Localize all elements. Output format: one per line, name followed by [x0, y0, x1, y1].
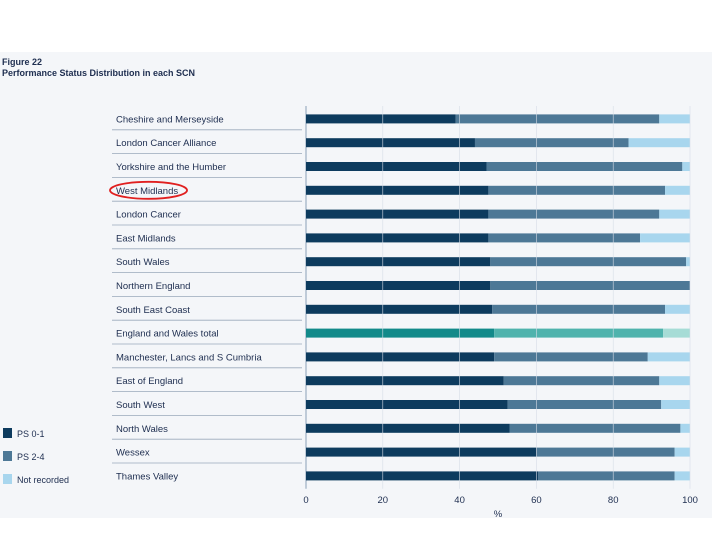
figure-number: Figure 22 — [2, 57, 43, 67]
bar-segment — [474, 138, 629, 148]
bar-segment — [538, 471, 675, 481]
bar-segment — [659, 209, 690, 219]
bar-segment — [665, 304, 690, 314]
bar-segment — [682, 162, 690, 171]
bar-segment — [659, 114, 690, 124]
category-label: Thames Valley — [116, 471, 178, 482]
category-label: London Cancer — [116, 210, 181, 221]
category-label: Northern England — [116, 281, 190, 292]
bar-segment — [306, 114, 456, 124]
bar-segment — [663, 328, 690, 338]
bar-segment — [306, 423, 510, 433]
bar-segment — [640, 233, 690, 243]
bar-segment — [306, 233, 489, 243]
bar-segment — [674, 447, 690, 457]
bar-segment — [628, 138, 690, 148]
bar-segment — [661, 400, 690, 409]
legend-label: Not recorded — [17, 475, 69, 485]
bar-segment — [680, 423, 690, 433]
x-tick-label: 100 — [682, 495, 698, 506]
category-label: London Cancer Alliance — [116, 138, 216, 149]
figure-title-block: Figure 22 Performance Status Distributio… — [2, 57, 195, 79]
bar-segment — [488, 233, 641, 243]
bar-segment — [488, 185, 666, 195]
annotation-circle — [109, 180, 188, 200]
bar-segment — [490, 257, 687, 267]
category-label: West Midlands — [116, 186, 178, 197]
bar-segment — [647, 352, 690, 362]
category-label: Yorkshire and the Humber — [116, 162, 226, 173]
category-label: South West — [116, 400, 165, 411]
bar-segment — [306, 447, 537, 457]
category-label: North Wales — [116, 424, 168, 435]
category-label: Wessex — [116, 448, 150, 459]
bar-segment — [536, 447, 675, 457]
figure-title: Performance Status Distribution in each … — [2, 68, 196, 78]
bar-segment — [306, 257, 491, 267]
bar-segment — [503, 376, 660, 386]
x-tick-label: 80 — [608, 495, 619, 506]
bar-segment — [659, 376, 690, 386]
bar-segment — [494, 352, 648, 362]
category-label: South Wales — [116, 257, 170, 268]
bar-segment — [674, 471, 690, 481]
legend-swatch — [3, 451, 12, 461]
bar-segment — [686, 257, 690, 267]
legend-label: PS 0-1 — [17, 429, 45, 439]
x-axis-label: % — [494, 509, 503, 520]
bar-segment — [306, 400, 508, 409]
legend-label: PS 2-4 — [17, 452, 45, 462]
bar-segment — [492, 304, 666, 314]
bar-segment — [306, 352, 495, 362]
bar-segment — [306, 328, 495, 338]
bar-segment — [306, 376, 504, 386]
bar-segment — [490, 281, 690, 290]
bar-segment — [306, 471, 539, 481]
bar-segment — [306, 209, 489, 219]
bar-segment — [306, 185, 489, 195]
bar-segment — [306, 138, 475, 148]
x-tick-label: 20 — [378, 495, 389, 506]
bar-segment — [509, 423, 681, 433]
bar-segment — [306, 281, 491, 290]
category-label: South East Coast — [116, 305, 190, 316]
x-tick-label: 40 — [454, 495, 465, 506]
bar-segment — [494, 328, 664, 338]
bar-segment — [488, 209, 660, 219]
bar-segment — [306, 304, 493, 314]
category-label: East of England — [116, 376, 183, 387]
legend-swatch — [3, 474, 12, 484]
category-label: England and Wales total — [116, 329, 219, 340]
bar-segment — [507, 400, 662, 409]
x-tick-label: 60 — [531, 495, 542, 506]
bar-segment — [665, 185, 690, 195]
bar-segment — [455, 114, 660, 124]
category-label: Manchester, Lancs and S Cumbria — [116, 352, 262, 363]
category-label: Cheshire and Merseyside — [116, 114, 224, 125]
category-label: East Midlands — [116, 233, 176, 244]
bar-segment — [486, 162, 683, 171]
x-tick-label: 0 — [303, 495, 308, 506]
legend-swatch — [3, 428, 12, 438]
bar-segment — [306, 162, 487, 171]
